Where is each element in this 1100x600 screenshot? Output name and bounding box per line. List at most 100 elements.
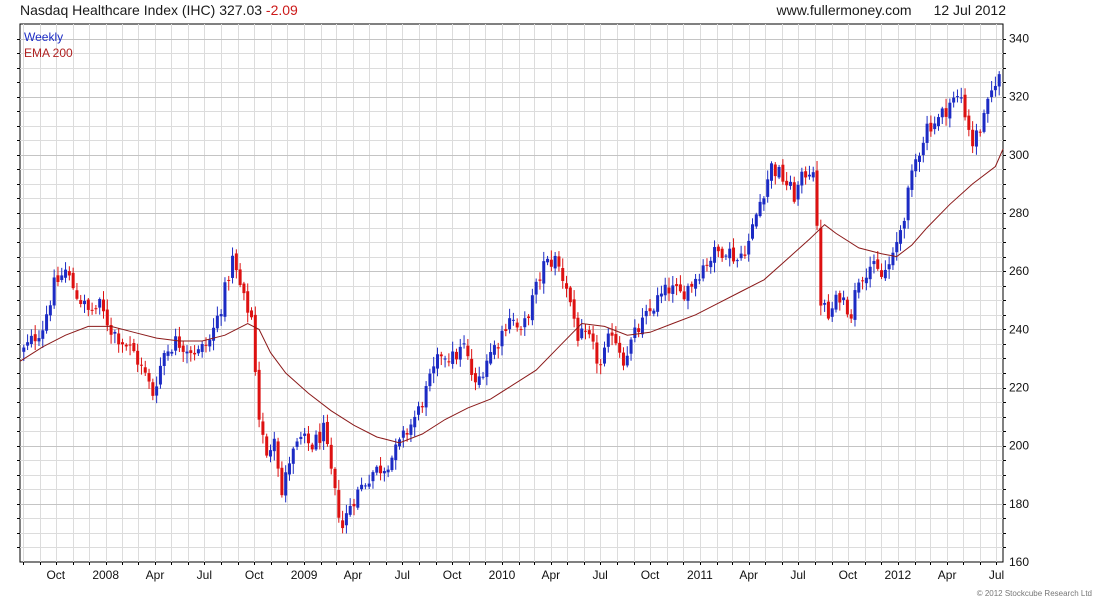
candle-body <box>268 450 272 457</box>
candle-body <box>629 339 633 354</box>
x-tick-label: Jul <box>197 568 212 582</box>
candle-body <box>174 336 178 351</box>
candle-body <box>489 352 493 364</box>
x-tick-label: Apr <box>344 568 363 582</box>
candle-body <box>177 336 181 348</box>
candle-body <box>287 463 291 475</box>
candle-body <box>265 436 269 456</box>
copyright-notice: © 2012 Stockcube Research Ltd <box>976 589 1092 598</box>
candle-body <box>959 97 963 99</box>
x-tick-label: 2009 <box>291 568 318 582</box>
candle-body <box>804 171 808 178</box>
candle-body <box>466 345 470 357</box>
candle-body <box>420 406 424 408</box>
candle-body <box>538 279 542 281</box>
candle-body <box>417 406 421 415</box>
candle-body <box>811 172 815 178</box>
candle-body <box>242 283 246 294</box>
candle-body <box>576 317 580 341</box>
candle-body <box>982 112 986 132</box>
candle-body <box>546 258 550 263</box>
candle-body <box>728 248 732 259</box>
y-tick-label: 260 <box>1009 264 1029 278</box>
candle-body <box>341 520 345 529</box>
candle-body <box>79 300 83 304</box>
candle-body <box>967 115 971 130</box>
candle-body <box>618 342 622 353</box>
x-tick-label: 2008 <box>92 568 119 582</box>
candle-body <box>147 373 151 382</box>
x-tick-label: Jul <box>592 568 607 582</box>
candle-body <box>853 290 857 320</box>
candle-body <box>280 467 284 496</box>
candle-body <box>511 319 515 321</box>
candle-body <box>250 310 254 318</box>
candle-body <box>720 248 724 258</box>
candle-body <box>124 344 128 347</box>
candle-body <box>883 269 887 279</box>
candle-body <box>86 299 90 310</box>
candle-body <box>762 198 766 205</box>
candle-body <box>671 285 675 294</box>
x-tick-label: Oct <box>443 568 462 582</box>
candle-body <box>584 330 588 332</box>
candle-body <box>352 503 356 507</box>
candle-body <box>261 421 265 435</box>
candle-body <box>686 285 690 301</box>
candle-body <box>196 349 200 354</box>
candle-body <box>215 315 219 329</box>
candle-body <box>530 295 534 321</box>
candle-body <box>694 278 698 289</box>
candle-body <box>67 271 71 276</box>
candle-body <box>918 155 922 162</box>
candle-body <box>485 360 489 377</box>
candle-body <box>462 343 466 345</box>
y-tick-label: 180 <box>1009 497 1029 511</box>
candle-body <box>515 322 519 328</box>
candle-body <box>656 295 660 312</box>
candle-body <box>549 259 553 267</box>
candle-body <box>534 281 538 295</box>
candle-body <box>591 333 595 342</box>
candle-body <box>709 260 713 268</box>
candle-body <box>75 290 79 299</box>
chart-header-left: Nasdaq Healthcare Index (IHC) 327.03 -2.… <box>20 2 298 18</box>
candle-body <box>830 308 834 317</box>
y-tick-label: 220 <box>1009 381 1029 395</box>
x-tick-label: 2011 <box>687 568 713 582</box>
legend-weekly: Weekly <box>24 30 64 44</box>
candle-body <box>60 275 64 280</box>
candle-body <box>758 201 762 217</box>
candle-body <box>314 434 318 450</box>
candle-body <box>610 332 614 336</box>
candle-body <box>952 97 956 103</box>
candle-body <box>747 240 751 255</box>
candle-body <box>291 448 295 464</box>
candle-body <box>739 253 743 259</box>
candle-body <box>500 330 504 347</box>
candle-body <box>238 269 242 285</box>
candle-body <box>880 270 884 277</box>
candle-body <box>162 353 166 366</box>
candle-body <box>678 284 682 292</box>
candle-body <box>542 261 546 284</box>
candle-body <box>435 354 439 369</box>
candle-body <box>997 74 1001 87</box>
candle-body <box>986 98 990 114</box>
candle-body <box>257 369 261 420</box>
x-tick-label: Oct <box>839 568 858 582</box>
candle-body <box>109 324 113 335</box>
candle-body <box>944 108 948 117</box>
candle-body <box>667 287 671 294</box>
candle-body <box>925 123 929 143</box>
candle-body <box>845 299 849 315</box>
candle-body <box>910 170 914 190</box>
candle-body <box>705 264 709 266</box>
candle-body <box>565 283 569 289</box>
website-link[interactable]: www.fullermoney.com <box>776 2 912 18</box>
candle-body <box>902 220 906 229</box>
candle-body <box>356 489 360 508</box>
candle-body <box>713 247 717 263</box>
candle-body <box>443 358 447 360</box>
candle-body <box>143 367 147 373</box>
